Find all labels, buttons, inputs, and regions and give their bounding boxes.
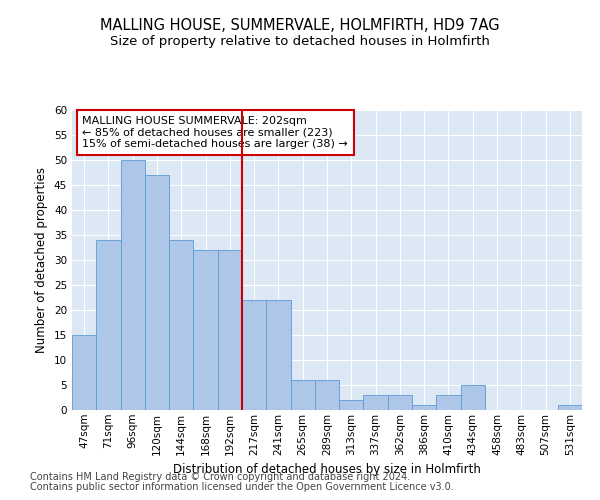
Bar — [558, 405, 582, 410]
Bar — [315, 380, 339, 410]
Text: Size of property relative to detached houses in Holmfirth: Size of property relative to detached ho… — [110, 35, 490, 48]
Bar — [218, 250, 242, 410]
Bar — [121, 160, 145, 410]
Y-axis label: Number of detached properties: Number of detached properties — [35, 167, 49, 353]
Bar — [72, 335, 96, 410]
Bar — [242, 300, 266, 410]
Bar — [364, 395, 388, 410]
Bar — [290, 380, 315, 410]
Bar — [193, 250, 218, 410]
Bar — [266, 300, 290, 410]
Bar — [169, 240, 193, 410]
Text: MALLING HOUSE, SUMMERVALE, HOLMFIRTH, HD9 7AG: MALLING HOUSE, SUMMERVALE, HOLMFIRTH, HD… — [100, 18, 500, 32]
Bar — [461, 385, 485, 410]
X-axis label: Distribution of detached houses by size in Holmfirth: Distribution of detached houses by size … — [173, 463, 481, 476]
Bar — [339, 400, 364, 410]
Text: MALLING HOUSE SUMMERVALE: 202sqm
← 85% of detached houses are smaller (223)
15% : MALLING HOUSE SUMMERVALE: 202sqm ← 85% o… — [82, 116, 348, 149]
Bar — [436, 395, 461, 410]
Bar — [388, 395, 412, 410]
Bar — [96, 240, 121, 410]
Bar — [145, 175, 169, 410]
Text: Contains public sector information licensed under the Open Government Licence v3: Contains public sector information licen… — [30, 482, 454, 492]
Bar — [412, 405, 436, 410]
Text: Contains HM Land Registry data © Crown copyright and database right 2024.: Contains HM Land Registry data © Crown c… — [30, 472, 410, 482]
